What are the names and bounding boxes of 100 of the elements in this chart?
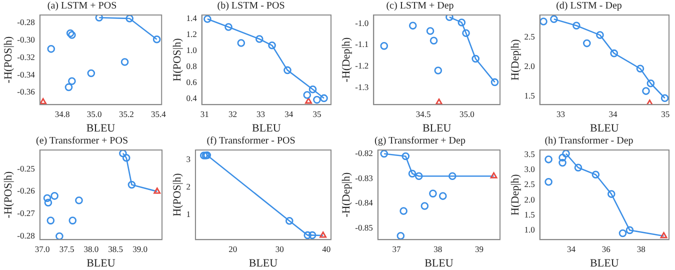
x-tick-label: 38.5 <box>108 244 124 254</box>
point <box>420 202 429 210</box>
y-tick-label: 2.5 <box>524 32 535 42</box>
y-tick-label: 3.5 <box>524 148 535 159</box>
chart-title: (a) LSTM + POS <box>47 0 117 12</box>
x-tick-label: 34.8 <box>54 108 70 119</box>
point <box>154 188 161 194</box>
point <box>200 152 208 160</box>
x-tick-label: 32 <box>228 108 237 119</box>
x-axis-title: BLEU <box>422 122 452 134</box>
point <box>66 29 74 38</box>
y-tick-label: 0.4 <box>186 93 198 104</box>
point <box>544 156 552 164</box>
y-tick-label: 1.0 <box>186 45 197 56</box>
point <box>426 27 434 35</box>
x-tick-label: 37.5 <box>59 244 74 254</box>
y-tick-label: -0.25 <box>17 163 35 174</box>
y-tick-label: -0.34 <box>17 69 36 80</box>
y-axis-title: -H(POS|h) <box>2 36 14 84</box>
point <box>646 100 654 105</box>
point <box>429 190 437 198</box>
point <box>44 198 52 207</box>
point <box>582 39 591 48</box>
point <box>618 229 627 238</box>
point <box>490 78 499 86</box>
y-tick-label: -0.30 <box>17 34 35 44</box>
point <box>64 83 73 92</box>
point <box>308 231 316 240</box>
point <box>400 207 408 215</box>
chart-title: (d) LSTM - Dep <box>556 0 622 12</box>
point <box>56 232 64 240</box>
point <box>430 36 438 44</box>
point <box>596 31 604 39</box>
y-tick-label: -0.85 <box>355 222 373 233</box>
chart-title: (b) LSTM - POS <box>217 0 285 12</box>
point <box>380 42 388 50</box>
x-axis-title: BLEU <box>252 122 281 134</box>
y-tick-label: 1.0 <box>524 224 535 235</box>
point <box>308 86 317 94</box>
y-tick-label: -1.3 <box>355 82 369 92</box>
y-tick-label: -0.83 <box>355 172 373 183</box>
y-tick-label: 2.0 <box>524 194 535 204</box>
point <box>204 15 212 23</box>
point <box>438 192 447 200</box>
point <box>152 35 161 44</box>
point <box>402 152 410 160</box>
point <box>458 18 466 26</box>
point <box>558 154 566 162</box>
point <box>646 79 655 88</box>
y-tick-label: -0.28 <box>17 17 35 28</box>
point <box>472 54 480 63</box>
point <box>40 98 47 104</box>
point <box>448 172 456 180</box>
y-tick-label: -0.32 <box>17 52 35 62</box>
y-tick-label: 2.5 <box>524 179 535 190</box>
point <box>50 192 58 200</box>
point <box>610 49 618 58</box>
y-tick-label: -0.27 <box>17 208 35 218</box>
point <box>224 23 232 31</box>
y-tick-label: 0.8 <box>186 61 197 72</box>
point <box>128 180 136 189</box>
y-tick-label: -1.1 <box>355 39 369 50</box>
y-axis-title: H(Dep|h) <box>509 174 522 216</box>
point <box>304 231 312 240</box>
y-tick-label: -1.0 <box>355 18 369 28</box>
x-axis-title: BLEU <box>424 257 454 270</box>
x-tick-label: 40 <box>322 244 331 254</box>
point <box>396 232 405 240</box>
x-tick-label: 38 <box>636 244 646 254</box>
point <box>574 164 582 172</box>
point <box>305 98 312 104</box>
y-axis-title: H(Dep|h) <box>509 38 522 80</box>
x-tick-label: 38.0 <box>84 244 99 254</box>
x-tick-label: 34.5 <box>416 108 431 119</box>
point <box>592 170 600 178</box>
x-tick-label: 34 <box>284 108 294 119</box>
y-tick-label: 1.5 <box>524 210 535 220</box>
chart-title: (f) Transformer - POS <box>206 136 296 147</box>
x-axis-title: BLEU <box>248 257 278 270</box>
y-tick-label: 2 <box>186 181 190 192</box>
x-tick-label: 38 <box>434 244 442 254</box>
point <box>636 64 644 73</box>
point <box>607 190 616 198</box>
x-tick-label: 20 <box>228 244 238 254</box>
y-tick-label: 1 <box>186 209 190 220</box>
point <box>436 98 442 105</box>
point <box>408 22 417 30</box>
y-tick-label: -0.84 <box>355 198 374 208</box>
x-tick-label: 34 <box>566 244 576 254</box>
x-axis-title: BLEU <box>590 122 619 134</box>
chart-title: (h) Transformer - Dep <box>544 136 634 147</box>
point <box>320 232 327 238</box>
y-tick-label: 1.2 <box>186 29 197 40</box>
point <box>68 77 76 86</box>
x-tick-label: 30 <box>275 244 284 254</box>
x-tick-label: 37.0 <box>34 244 50 254</box>
y-axis-title: -H(Dep|h) <box>340 36 352 82</box>
y-tick-label: 0.6 <box>186 77 197 88</box>
point <box>284 66 292 74</box>
x-axis-title: BLEU <box>86 257 116 270</box>
